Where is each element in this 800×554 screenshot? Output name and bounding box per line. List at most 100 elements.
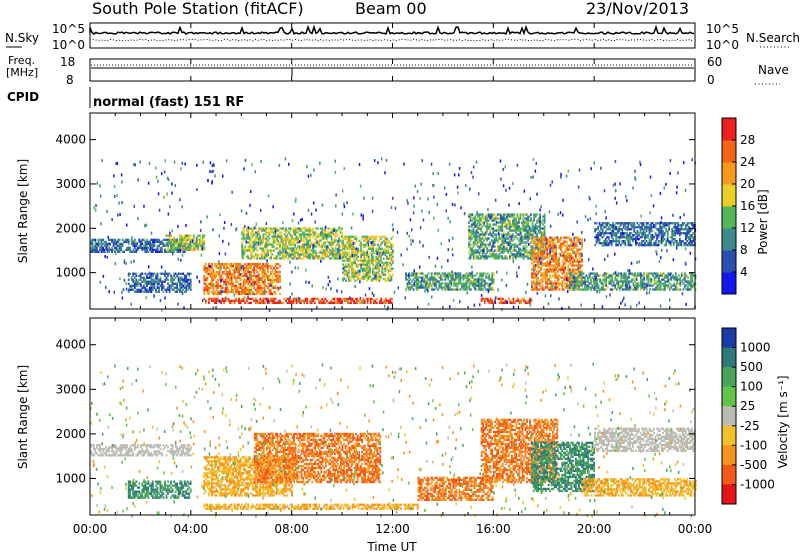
heatmap-cell xyxy=(561,280,564,283)
heatmap-cell xyxy=(248,243,251,246)
heatmap-cell xyxy=(251,227,254,230)
heatmap-cell xyxy=(612,226,615,229)
heatmap-cell xyxy=(594,230,596,233)
heatmap-cell xyxy=(327,233,330,236)
heatmap-cell xyxy=(606,240,609,243)
heatmap-cell xyxy=(549,258,552,261)
heatmap-cell xyxy=(573,272,576,275)
heatmap-cell xyxy=(516,229,519,232)
heatmap-cell xyxy=(182,236,185,239)
heatmap-cell xyxy=(174,272,177,275)
heatmap-cell xyxy=(660,238,663,241)
heatmap-cell xyxy=(236,292,239,296)
heatmap-cell xyxy=(91,248,94,251)
heatmap-cell xyxy=(689,244,692,247)
heatmap-cell xyxy=(644,236,646,239)
heatmap-cell xyxy=(297,299,299,302)
heatmap-cell xyxy=(204,266,207,270)
heatmap-cell xyxy=(519,255,522,258)
heatmap-cell xyxy=(537,266,539,269)
heatmap-cell xyxy=(324,243,327,246)
heatmap-cell xyxy=(239,292,242,296)
heatmap-cell xyxy=(247,241,250,244)
heatmap-cell xyxy=(375,279,378,282)
heatmap-cell xyxy=(496,217,499,220)
heatmap-cell xyxy=(253,278,256,282)
heatmap-cell xyxy=(450,272,453,275)
heatmap-cell xyxy=(159,242,162,245)
heatmap-cell xyxy=(472,245,475,248)
heatmap-cell xyxy=(578,264,580,267)
heatmap-cell xyxy=(429,282,432,285)
heatmap-cell xyxy=(248,241,251,244)
heatmap-cell xyxy=(330,257,333,260)
heatmap-cell xyxy=(223,266,225,270)
heatmap-cell xyxy=(677,224,680,227)
heatmap-cell xyxy=(680,226,683,229)
heatmap-cell xyxy=(549,274,552,277)
heatmap-cell xyxy=(633,234,636,237)
heatmap-cell xyxy=(253,266,256,270)
heatmap-cell xyxy=(256,278,259,282)
heatmap-cell xyxy=(162,242,165,245)
heatmap-cell xyxy=(484,217,487,220)
heatmap-cell xyxy=(342,239,344,242)
heatmap-cell xyxy=(464,282,466,285)
heatmap-cell xyxy=(561,260,564,263)
heatmap-cell xyxy=(381,265,384,268)
heatmap-cell xyxy=(475,217,478,220)
heatmap-cell xyxy=(351,269,353,272)
heatmap-cell xyxy=(348,245,350,248)
heatmap-cell xyxy=(515,243,517,246)
heatmap-cell xyxy=(183,248,186,251)
heatmap-cell xyxy=(195,244,198,247)
heatmap-cell xyxy=(515,225,517,228)
heatmap-cell xyxy=(675,230,678,233)
heatmap-cell xyxy=(556,276,559,279)
heatmap-cell xyxy=(565,284,568,287)
heatmap-cell xyxy=(257,231,260,234)
heatmap-cell xyxy=(283,237,286,240)
heatmap-cell xyxy=(663,238,666,241)
heatmap-cell xyxy=(502,247,505,250)
heatmap-cell xyxy=(473,278,475,281)
heatmap-cell xyxy=(282,249,284,252)
heatmap-cell xyxy=(509,233,511,236)
heatmap-cell xyxy=(248,284,251,288)
heatmap-cell xyxy=(194,244,197,247)
heatmap-cell xyxy=(345,237,347,240)
heatmap-cell xyxy=(392,249,394,252)
heatmap-cell xyxy=(486,227,489,230)
heatmap-cell xyxy=(230,278,233,282)
heatmap-cell xyxy=(263,301,266,304)
heatmap-cell xyxy=(406,274,409,277)
heatmap-cell xyxy=(665,224,668,227)
heatmap-cell xyxy=(188,238,191,241)
heatmap-cell xyxy=(192,236,195,239)
heatmap-cell xyxy=(481,215,484,218)
heatmap-cell xyxy=(212,274,215,278)
heatmap-cell xyxy=(564,256,567,259)
heatmap-cell xyxy=(348,279,350,282)
heatmap-cell xyxy=(537,229,540,232)
heatmap-cell xyxy=(161,286,163,289)
heatmap-cell xyxy=(450,274,453,277)
heatmap-cell xyxy=(379,249,382,252)
heatmap-cell xyxy=(536,237,538,240)
heatmap-cell xyxy=(327,227,330,230)
heatmap-cell xyxy=(561,268,564,271)
heatmap-cell xyxy=(106,242,109,245)
heatmap-cell xyxy=(470,274,472,277)
heatmap-cell xyxy=(130,250,133,253)
heatmap-cell xyxy=(335,239,337,242)
heatmap-cell xyxy=(516,253,519,256)
heatmap-cell xyxy=(276,280,278,284)
heatmap-cell xyxy=(527,251,529,254)
heatmap-cell xyxy=(546,272,549,275)
heatmap-cell xyxy=(477,229,479,232)
heatmap-cell xyxy=(306,251,309,254)
heatmap-cell xyxy=(345,297,348,300)
heatmap-cell xyxy=(489,231,492,234)
heatmap-cell xyxy=(678,232,681,235)
heatmap-cell xyxy=(610,240,613,243)
